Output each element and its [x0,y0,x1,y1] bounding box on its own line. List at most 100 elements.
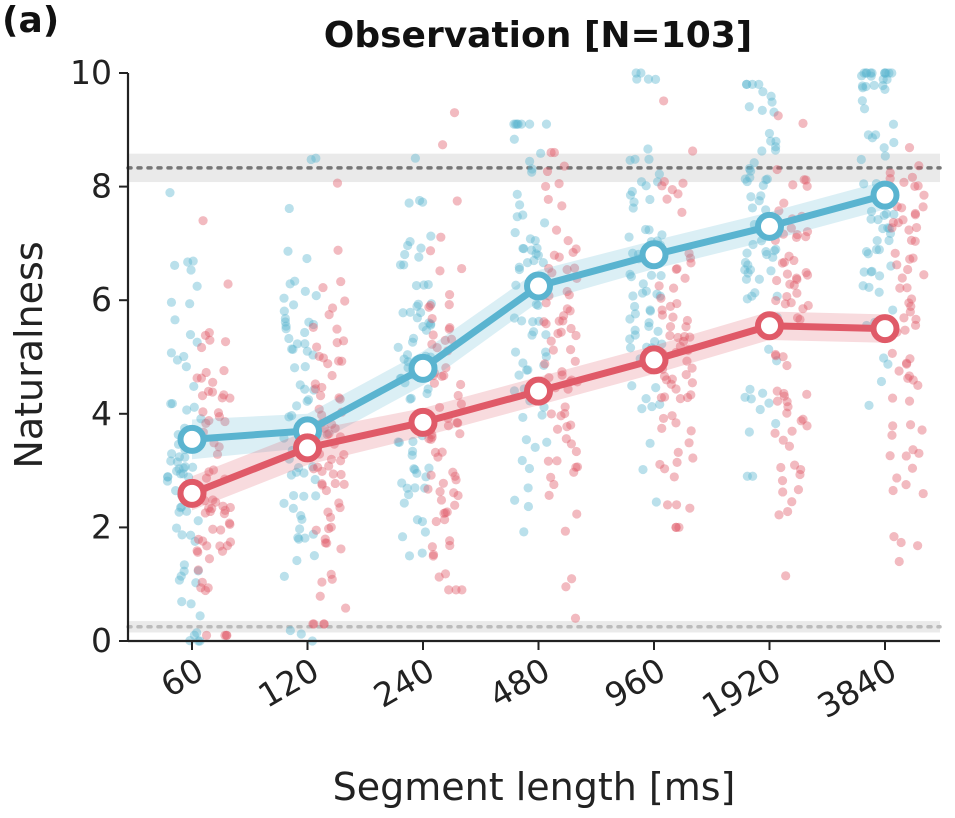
scatter-point [324,523,334,534]
scatter-point [856,154,866,165]
scatter-point [457,263,467,274]
scatter-point [411,280,422,291]
scatter-point [412,301,422,311]
scatter-point [791,232,802,242]
scatter-point [657,305,667,315]
scatter-point [559,311,569,321]
scatter-point [198,407,208,417]
scatter-point [186,530,196,540]
scatter-point [802,181,812,191]
scatter-point [788,180,798,190]
scatter-point [524,463,535,474]
scatter-point [205,506,215,517]
scatter-point [326,454,337,464]
scatter-point [654,169,664,179]
scatter-point [192,546,202,556]
scatter-point [547,268,557,278]
scatter-point [450,471,460,481]
scatter-point [782,360,792,371]
scatter-point [395,260,406,270]
scatter-point [397,532,408,542]
scatter-point [655,459,665,470]
scatter-point [525,119,535,129]
scatter-point [320,534,330,544]
scatter-point [665,322,676,332]
scatter-point [203,386,214,396]
scatter-point [562,286,572,297]
scatter-point [338,336,349,346]
scatter-point [757,105,767,115]
scatter-point [284,203,294,214]
scatter-point [189,381,199,392]
scatter-point [554,179,564,189]
scatter-point [279,498,289,509]
scatter-point [422,388,432,399]
scatter-point [430,447,441,457]
scatter-point [630,154,640,164]
scatter-point [224,518,235,528]
scatter-point [335,394,345,404]
scatter-point [885,168,895,178]
scatter-point [175,502,186,513]
x-tick-label: 240 [367,650,441,715]
scatter-point [556,411,566,421]
scatter-point [528,317,538,327]
scatter-point [641,286,651,296]
scatter-point [548,345,558,355]
scatter-point [742,471,752,481]
scatter-point [636,68,646,78]
scatter-point [279,293,289,303]
scatter-point [678,336,689,346]
scatter-point [523,365,533,375]
scatter-point [749,158,759,168]
scatter-point [167,398,177,409]
scatter-point [423,279,433,290]
scatter-point [300,384,310,394]
scatter-point [785,279,795,289]
scatter-point [748,239,758,250]
scatter-point [867,68,877,78]
scatter-point [186,599,196,609]
scatter-point [220,416,230,427]
scatter-point [541,347,551,357]
scatter-point [900,325,910,335]
scatter-point [799,175,809,185]
scatter-point [657,310,668,320]
scatter-point [638,279,648,289]
y-tick-label: 6 [91,280,112,319]
scatter-point [440,569,451,579]
scatter-point [774,510,784,520]
scatter-point [417,548,427,558]
scatter-point [552,424,563,434]
scatter-point [407,450,417,460]
scatter-point [863,249,873,259]
scatter-point [456,379,466,390]
mean-marker [408,353,438,383]
scatter-point [324,461,334,471]
scatter-point [398,308,408,318]
scatter-point [795,469,805,480]
scatter-point [625,314,635,324]
scatter-point [193,534,204,544]
scatter-point [220,337,231,347]
scatter-point [442,507,452,517]
scatter-point [682,315,692,326]
scatter-point [424,463,434,473]
scatter-point [762,249,772,260]
scatter-point [747,79,757,89]
scatter-point [448,467,458,477]
scatter-point [510,347,521,357]
scatter-point [655,399,665,409]
scatter-point [761,246,771,257]
scatter-point [563,236,573,246]
scatter-point [913,181,923,191]
scatter-point [528,327,539,337]
scatter-point [402,350,413,360]
scatter-point [917,425,927,435]
scatter-point [754,196,764,206]
scatter-point [562,422,572,432]
scatter-point [312,342,322,352]
scatter-point [193,547,203,557]
scatter-point [526,245,537,255]
scatter-point [222,630,232,640]
